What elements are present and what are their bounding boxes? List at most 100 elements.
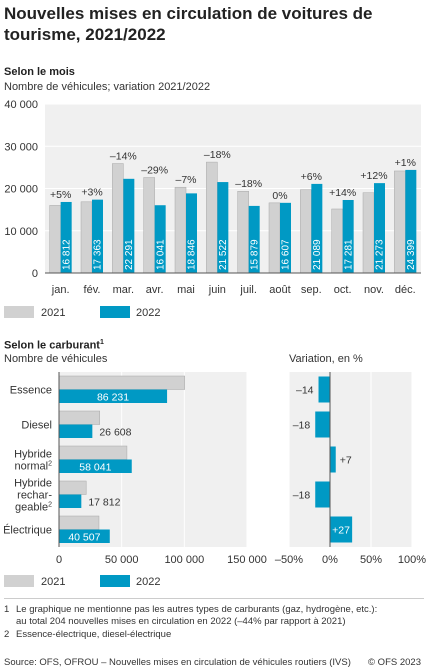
bar-2022 — [374, 183, 385, 273]
fuel-xtick-label: 50 000 — [105, 554, 139, 566]
variation-bar — [330, 516, 353, 543]
monthly-ytick-label: 40 000 — [4, 99, 38, 111]
fuel-bar-2021 — [58, 445, 128, 460]
monthly-legend-label-2021: 2021 — [41, 307, 65, 319]
fuel-legend-swatch-2021 — [4, 575, 34, 587]
bar-2022 — [60, 201, 72, 273]
bar-2022 — [311, 183, 323, 273]
monthly-legend-swatch-2022 — [100, 306, 130, 318]
fuel-bar-value-label: 40 507 — [68, 531, 100, 543]
fuel-bar-2022 — [59, 459, 132, 473]
chart-title: Nouvelles mises en circulation de voitur… — [4, 4, 373, 44]
monthly-ytick-label: 0 — [32, 268, 38, 280]
bar-2021 — [80, 201, 93, 274]
fuel-legend-label-2021: 2021 — [41, 576, 65, 588]
variation-label: +12% — [360, 170, 387, 182]
fuel-axis-label: Nombre de véhicules — [4, 353, 108, 365]
variation-label: +6% — [301, 171, 322, 183]
fuel-bar-2022 — [59, 494, 82, 508]
fuel-category-label: Diesel — [21, 420, 52, 432]
variation-value-label: –14 — [296, 385, 314, 397]
fuel-bar-value-label: 17 812 — [88, 496, 120, 508]
footnote-2-mark: 2 — [4, 629, 10, 640]
footnote-1-line-2: au total 204 nouvelles mises en circulat… — [16, 616, 346, 627]
monthly-axis-label: Nombre de véhicules; variation 2021/2022 — [4, 81, 211, 93]
fuel-category-label: Hybride — [14, 449, 52, 461]
fuel-bar-2022 — [59, 424, 93, 438]
variation-label: +1% — [395, 157, 416, 169]
bar-2021 — [331, 208, 343, 274]
variation-xtick-label: 50% — [360, 554, 382, 566]
month-tick-label: août — [269, 284, 290, 296]
fuel-bar-2021 — [58, 375, 185, 390]
bar-2021 — [174, 186, 187, 274]
variation-label: –7% — [175, 174, 196, 186]
fuel-bar-2022 — [59, 529, 110, 543]
month-tick-label: jan. — [51, 284, 70, 296]
bar-2021 — [362, 192, 375, 274]
fuel-legend-swatch-2022 — [100, 575, 130, 587]
bar-value-label: 16 607 — [281, 239, 292, 270]
fuel-title-footnote-mark: 1 — [99, 339, 104, 346]
month-tick-label: déc. — [395, 284, 416, 296]
footnote-divider — [4, 598, 424, 599]
footnote-1-mark: 1 — [4, 604, 10, 615]
variation-bar — [315, 411, 330, 438]
source-note: Source: OFS, OFROU – Nouvelles mises en … — [4, 657, 351, 668]
fuel-category-label: Hybride — [14, 478, 52, 490]
fuel-bar-2021 — [58, 480, 87, 495]
bar-value-label: 22 291 — [124, 239, 135, 270]
variation-label: +14% — [329, 187, 356, 199]
monthly-section-title: Selon le mois — [4, 66, 75, 78]
bar-value-label: 16 812 — [61, 239, 72, 270]
bar-value-label: 17 363 — [93, 239, 104, 270]
bar-2021 — [268, 202, 281, 274]
variation-bar — [315, 481, 330, 508]
copyright-note: © OFS 2023 — [368, 657, 421, 668]
bar-value-label: 24 399 — [406, 239, 417, 270]
bar-value-label: 21 089 — [312, 239, 323, 270]
bar-2022 — [217, 182, 229, 273]
variation-label: –29% — [141, 165, 168, 177]
month-tick-label: mar. — [113, 284, 134, 296]
bar-2022 — [342, 199, 354, 273]
bar-2021 — [237, 190, 249, 274]
monthly-legend-label-2022: 2022 — [136, 307, 160, 319]
variation-label: –18% — [235, 178, 262, 190]
footnote-2-text: Essence-électrique, diesel-électrique — [16, 629, 172, 640]
fuel-category-footnote-mark: 2 — [48, 461, 52, 468]
fuel-category-label: rechar- — [17, 490, 52, 502]
month-tick-label: sep. — [301, 284, 322, 296]
month-tick-label: fév. — [84, 284, 101, 296]
bar-2022 — [280, 202, 291, 273]
variation-value-label: +27 — [332, 525, 350, 537]
bar-2021 — [112, 163, 124, 274]
variation-title: Variation, en % — [289, 353, 363, 365]
fuel-bar-2021 — [58, 410, 100, 425]
variation-value-label: –18 — [293, 490, 311, 502]
bar-2021 — [206, 161, 218, 274]
bar-2022 — [405, 169, 417, 273]
monthly-ytick-label: 30 000 — [4, 141, 38, 153]
monthly-legend-swatch-2021 — [4, 306, 34, 318]
fuel-bar-value-label: 58 041 — [79, 461, 111, 473]
fuel-bar-2021 — [58, 515, 100, 530]
month-tick-label: oct. — [334, 284, 352, 296]
fuel-category-label: Essence — [10, 385, 52, 397]
month-tick-label: juil. — [239, 284, 257, 296]
bar-2021 — [300, 189, 312, 274]
fuel-category-label: geable2 — [15, 502, 52, 514]
variation-label: –14% — [110, 151, 137, 163]
month-tick-label: nov. — [364, 284, 384, 296]
bar-value-label: 21 522 — [218, 239, 229, 270]
variation-label: +5% — [50, 189, 71, 201]
footnote-1-line-1: Le graphique ne mentionne pas les autres… — [16, 604, 378, 615]
fuel-bar-value-label: 86 231 — [97, 391, 129, 403]
fuel-category-footnote-mark: 2 — [48, 502, 52, 509]
bar-2022 — [248, 205, 260, 273]
bar-value-label: 17 281 — [343, 239, 354, 270]
bar-2022 — [92, 199, 103, 273]
variation-xtick-label: 0% — [322, 554, 338, 566]
fuel-bar-2022 — [59, 389, 168, 403]
